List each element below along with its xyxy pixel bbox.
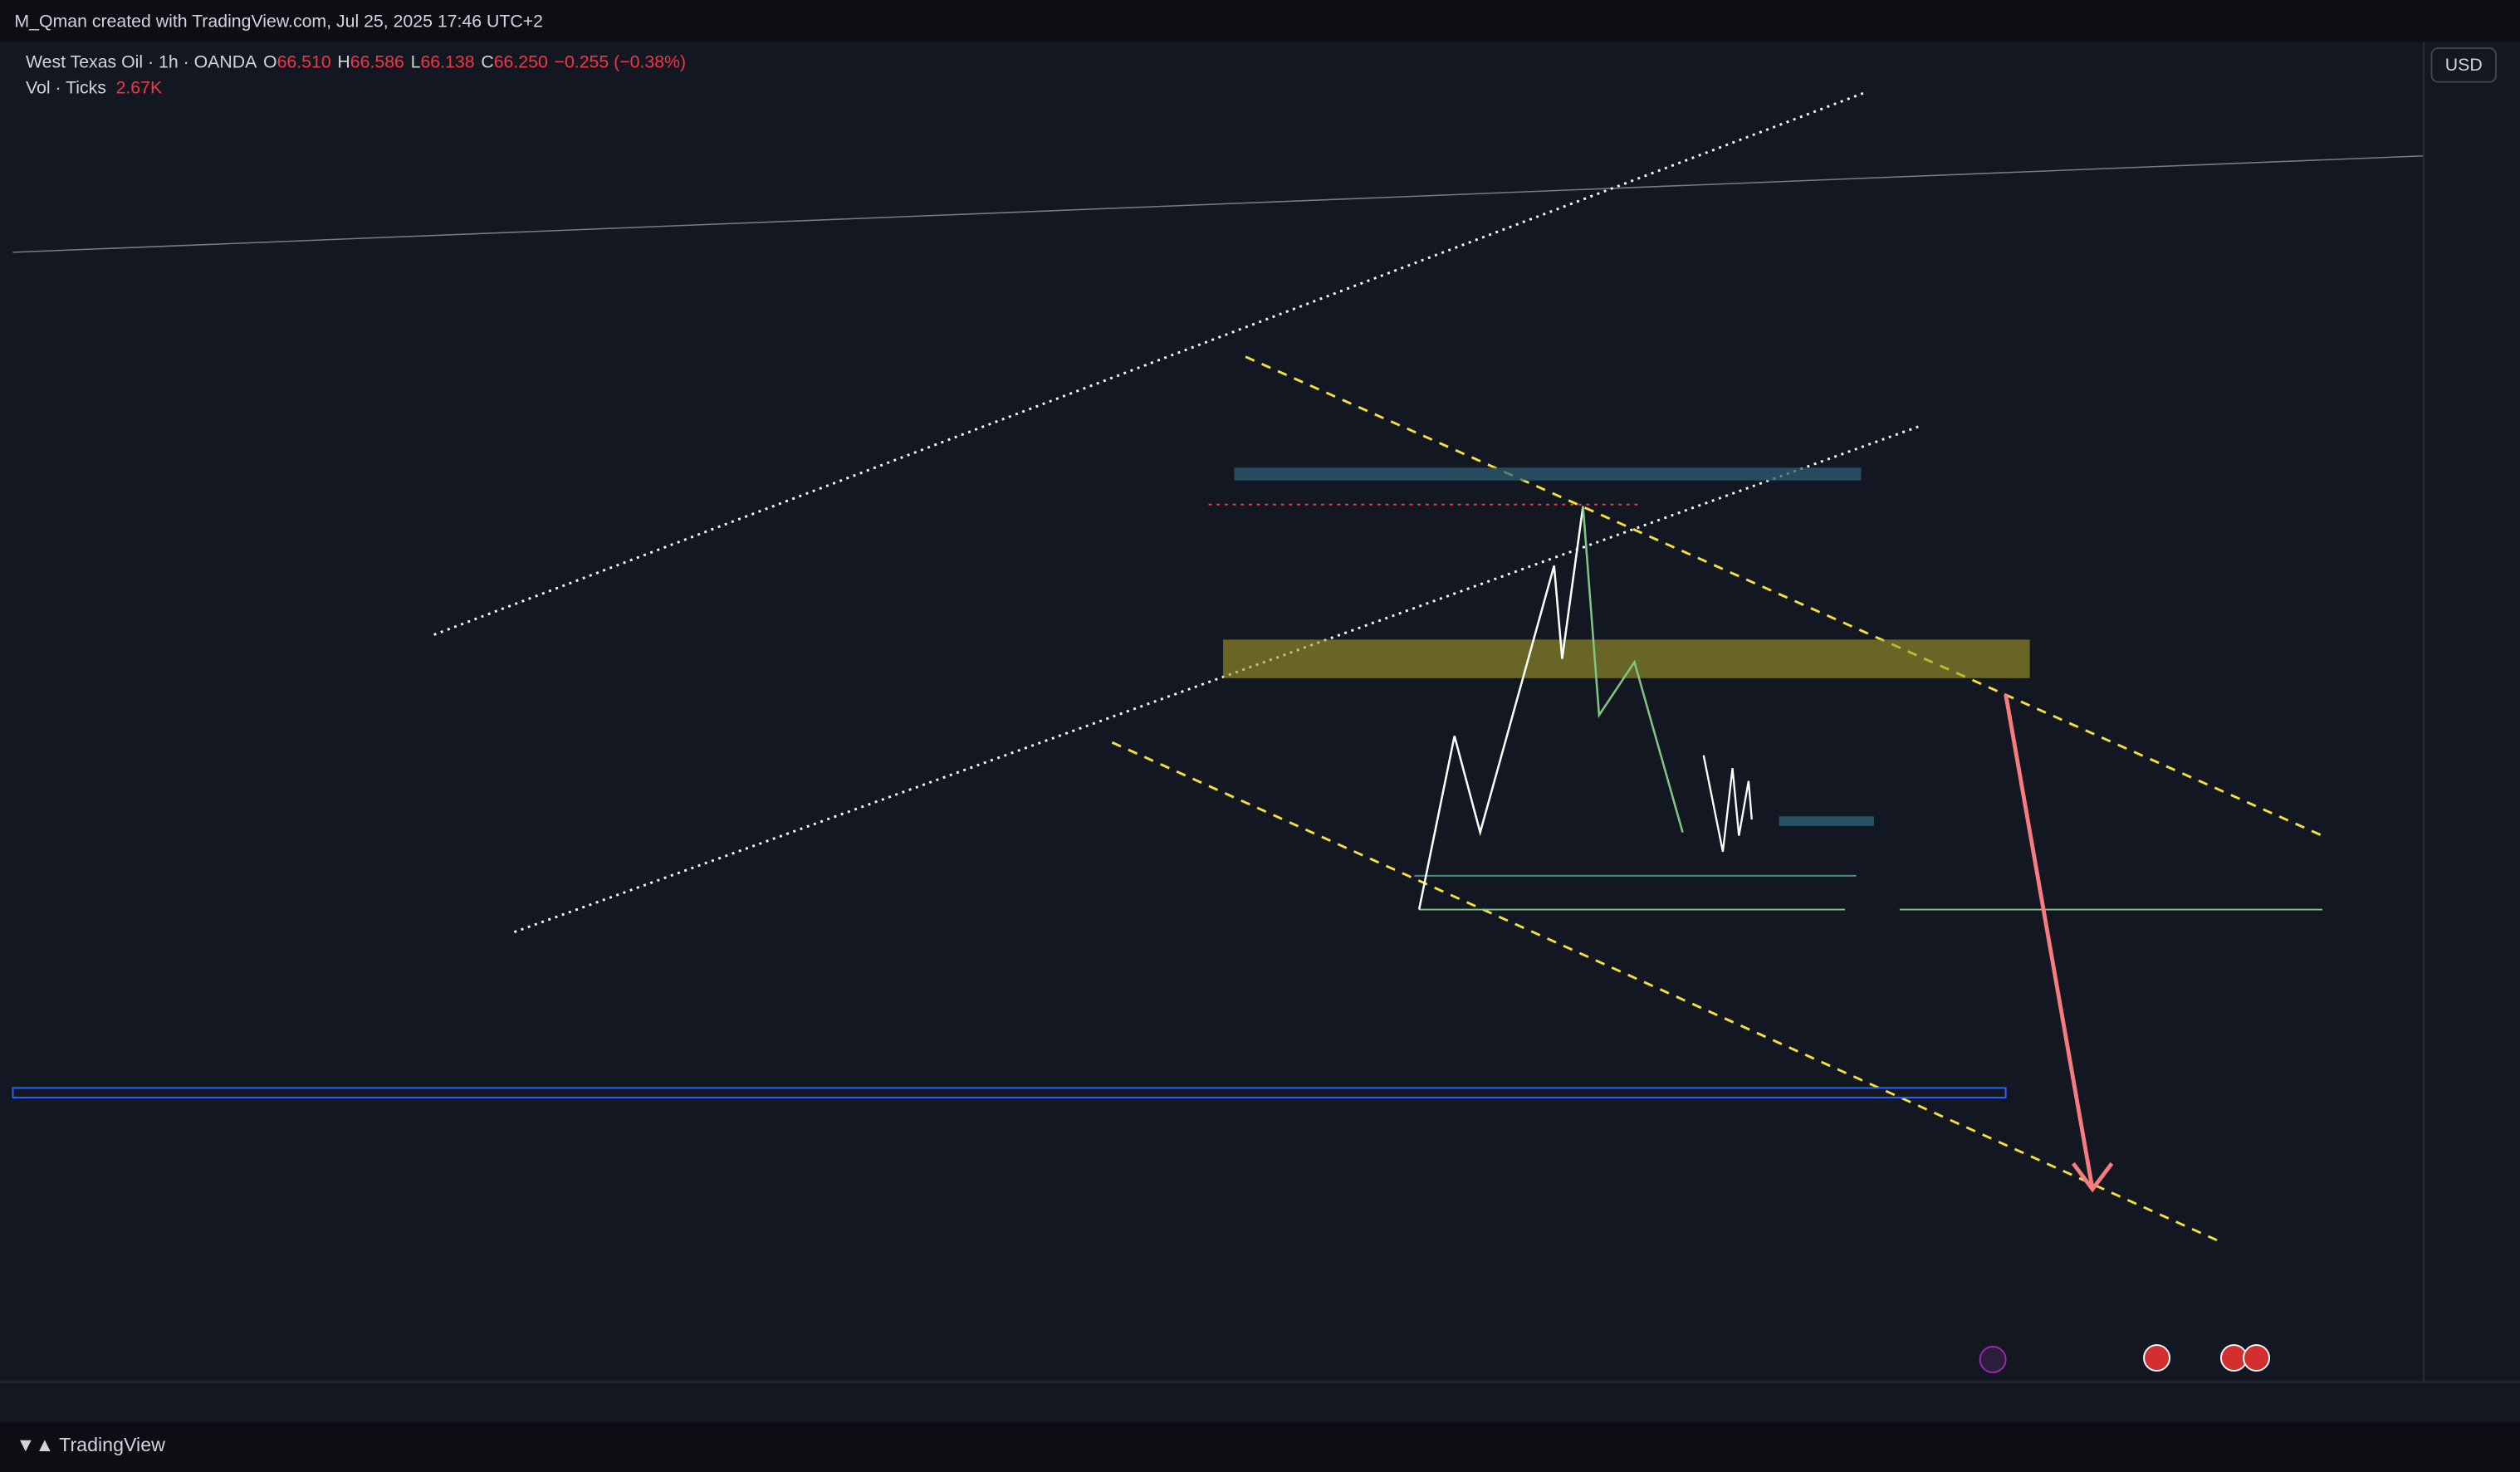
ohlc-value: 66.138 (420, 51, 474, 71)
event-icon[interactable] (2243, 1344, 2271, 1372)
forecast-arrowhead (2071, 1161, 2114, 1193)
bottom-bar (0, 1421, 2520, 1472)
channel-line (1245, 355, 2323, 837)
brand: ▼▲ TradingView (16, 1434, 165, 1455)
zone (12, 1087, 2007, 1098)
forecast-arrow (2004, 693, 2095, 1190)
volume-title: Vol · Ticks (26, 77, 106, 97)
top-bar (0, 0, 2520, 42)
volume-value: 2.67K (116, 77, 163, 97)
symbol-title: West Texas Oil · 1h · OANDA (26, 51, 257, 71)
wave-path (1417, 506, 1584, 910)
brand-name: TradingView (59, 1434, 165, 1455)
channel-line (1111, 741, 2219, 1242)
legend-row: West Texas Oil · 1h · OANDA O66.510 H66.58… (26, 51, 686, 71)
zone (1234, 467, 1862, 481)
ohlc-key: H (337, 51, 350, 71)
wave-path (1582, 506, 1684, 833)
channel-line (513, 424, 1921, 934)
volume-legend: Vol · Ticks 2.67K (26, 77, 162, 97)
author-line: M_Qman created with TradingView.com, Jul… (14, 12, 543, 32)
wave-path (1702, 755, 1753, 853)
event-icon[interactable] (1979, 1346, 2007, 1373)
channel-line (433, 90, 1868, 636)
price-axis (2423, 42, 2520, 1382)
currency-label[interactable]: USD (2445, 55, 2483, 75)
trend-line (12, 154, 2424, 253)
ohlc-key: O (263, 51, 277, 71)
ohlc-value: 66.250 (494, 51, 548, 71)
event-icon[interactable] (2143, 1344, 2171, 1372)
change: −0.255 (−0.38%) (555, 51, 687, 71)
drawings (12, 90, 2424, 1242)
ohlc-key: L (411, 51, 421, 71)
zone (1222, 639, 2030, 678)
ohlc-value: 66.586 (350, 51, 404, 71)
zone (1779, 816, 1874, 826)
currency-button[interactable] (2430, 47, 2497, 83)
ohlc-key: C (481, 51, 493, 71)
ohlc-value: 66.510 (277, 51, 331, 71)
